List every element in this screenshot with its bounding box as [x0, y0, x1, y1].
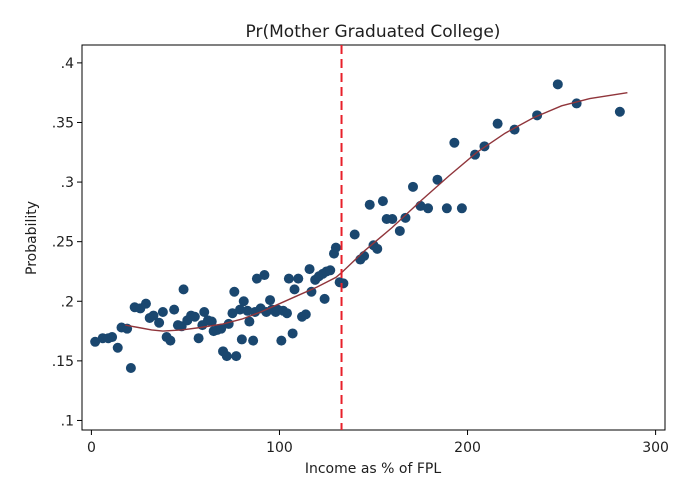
data-point [206, 316, 217, 327]
data-point [169, 304, 180, 315]
data-point [300, 309, 311, 320]
data-point [236, 334, 247, 345]
y-axis: .1 .15 .2 .25 .3 .35 .4 [52, 56, 82, 429]
data-point [242, 305, 253, 316]
chart-title: Pr(Mother Graduated College) [246, 22, 501, 42]
data-point [423, 203, 434, 214]
data-point [216, 323, 227, 334]
data-point [165, 335, 176, 346]
data-point [125, 363, 136, 374]
data-point [287, 328, 298, 339]
y-tick-label: .3 [61, 175, 74, 191]
data-point [432, 174, 443, 185]
data-point [244, 316, 255, 327]
x-tick-label: 300 [642, 440, 669, 456]
data-point [234, 304, 245, 315]
data-point [338, 278, 349, 289]
data-point [387, 214, 398, 225]
data-point [238, 296, 249, 307]
y-tick-label: .25 [52, 235, 74, 251]
scatter-points [90, 79, 625, 374]
data-point [154, 317, 165, 328]
data-point [552, 79, 563, 90]
data-point [441, 203, 452, 214]
data-point [140, 298, 151, 309]
data-point [281, 308, 292, 319]
data-point [193, 333, 204, 344]
data-point [349, 229, 360, 240]
data-point [90, 336, 101, 347]
data-point [289, 284, 300, 295]
y-tick-label: .4 [61, 56, 74, 72]
data-point [377, 196, 388, 207]
data-point [259, 270, 270, 281]
data-point [407, 181, 418, 192]
x-tick-label: 100 [266, 440, 293, 456]
data-point [456, 203, 467, 214]
y-tick-label: .1 [61, 413, 74, 429]
data-point [293, 273, 304, 284]
data-point [189, 311, 200, 322]
data-point [325, 265, 336, 276]
data-point [221, 351, 232, 362]
data-point [251, 273, 262, 284]
data-point [148, 310, 159, 321]
data-point [178, 284, 189, 295]
data-point [400, 212, 411, 223]
x-axis-label: Income as % of FPL [305, 461, 441, 477]
data-point [359, 250, 370, 261]
data-point [276, 335, 287, 346]
data-point [394, 225, 405, 236]
data-point [283, 273, 294, 284]
data-point [304, 264, 315, 275]
data-point [306, 286, 317, 297]
data-point [449, 137, 460, 148]
data-point [330, 242, 341, 253]
fit-line [125, 92, 628, 332]
y-tick-label: .15 [52, 354, 74, 370]
data-point [199, 306, 210, 317]
x-tick-label: 200 [454, 440, 481, 456]
y-tick-label: .35 [52, 115, 74, 131]
data-point [614, 106, 625, 117]
data-point [372, 243, 383, 254]
y-axis-label: Probability [24, 201, 40, 275]
y-tick-label: .2 [61, 294, 74, 310]
x-tick-label: 0 [87, 440, 96, 456]
data-point [231, 351, 242, 362]
data-point [229, 286, 240, 297]
plot-frame [81, 44, 666, 431]
data-point [112, 342, 123, 353]
data-point [157, 306, 168, 317]
data-point [364, 199, 375, 210]
data-point [492, 118, 503, 129]
data-point [107, 332, 118, 343]
data-point [248, 335, 259, 346]
data-point [227, 308, 238, 319]
x-axis: 0 100 200 300 [87, 430, 669, 456]
data-point [319, 293, 330, 304]
data-point [265, 295, 276, 306]
